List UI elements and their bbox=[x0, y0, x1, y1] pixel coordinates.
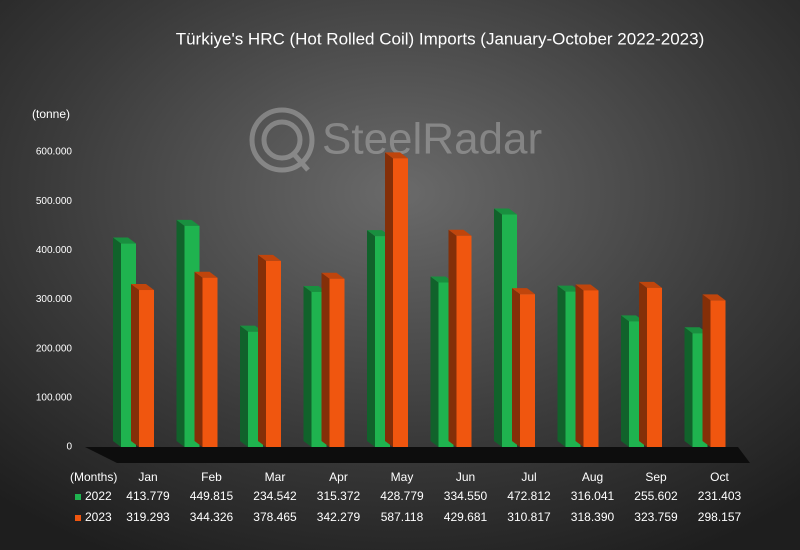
table-value: 428.779 bbox=[380, 489, 424, 503]
x-axis-label: (Months) bbox=[70, 470, 117, 484]
y-tick-label: 100.000 bbox=[36, 392, 73, 403]
bar-top bbox=[321, 272, 345, 279]
table-value: 315.372 bbox=[317, 489, 361, 503]
table-value: 255.602 bbox=[634, 489, 678, 503]
bar-top bbox=[639, 281, 662, 288]
y-tick-label: 500.000 bbox=[36, 196, 73, 207]
y-tick-label: 0 bbox=[66, 442, 72, 453]
floor bbox=[85, 447, 750, 463]
bar-side bbox=[367, 230, 375, 447]
x-tick-label: Mar bbox=[265, 470, 286, 484]
y-tick-label: 400.000 bbox=[36, 245, 73, 256]
bar-top bbox=[621, 315, 644, 322]
bar-top bbox=[430, 276, 454, 283]
bar bbox=[583, 290, 599, 447]
x-tick-label: Sep bbox=[645, 470, 667, 484]
bar-side bbox=[575, 284, 584, 447]
x-tick-label: Jan bbox=[138, 470, 157, 484]
bar-top bbox=[176, 219, 200, 226]
table-value: 449.815 bbox=[190, 489, 234, 503]
bar bbox=[520, 294, 535, 447]
bar-side bbox=[194, 271, 203, 447]
bar bbox=[647, 287, 662, 447]
bar-top bbox=[303, 285, 327, 292]
bar bbox=[139, 290, 154, 447]
table-value: 334.550 bbox=[444, 489, 488, 503]
table-value: 344.326 bbox=[190, 510, 234, 524]
bar bbox=[329, 278, 345, 447]
table-value: 298.157 bbox=[698, 510, 742, 524]
legend-swatch bbox=[75, 494, 81, 500]
bar-top bbox=[557, 285, 581, 292]
bar-side bbox=[702, 294, 711, 447]
y-tick-label: 300.000 bbox=[36, 294, 73, 305]
bar-top bbox=[575, 284, 599, 291]
bar bbox=[266, 260, 281, 447]
bar-side bbox=[113, 237, 121, 447]
table-value: 319.293 bbox=[126, 510, 170, 524]
x-tick-label: Oct bbox=[710, 470, 729, 484]
bar-side bbox=[621, 315, 629, 447]
bar-side bbox=[385, 152, 393, 447]
x-tick-label: Jul bbox=[521, 470, 536, 484]
bar-side bbox=[176, 219, 185, 447]
x-tick-label: Jun bbox=[456, 470, 475, 484]
bar-side bbox=[448, 229, 457, 447]
bar-side bbox=[430, 276, 439, 447]
bar-side bbox=[684, 327, 693, 447]
bar-top bbox=[684, 327, 708, 334]
table-value: 318.390 bbox=[571, 510, 615, 524]
bar-top bbox=[448, 229, 472, 236]
table-value: 413.779 bbox=[126, 489, 170, 503]
bar-top bbox=[512, 288, 535, 295]
bar-side bbox=[512, 288, 520, 447]
legend-swatch bbox=[75, 515, 81, 521]
table-value: 472.812 bbox=[507, 489, 551, 503]
bar bbox=[393, 158, 408, 447]
table-value: 323.759 bbox=[634, 510, 678, 524]
bar-side bbox=[557, 285, 566, 447]
watermark: SteelRadar bbox=[322, 115, 542, 164]
y-axis-label: (tonne) bbox=[32, 107, 70, 121]
bar-side bbox=[639, 281, 647, 447]
y-tick-label: 200.000 bbox=[36, 343, 73, 354]
bar-top bbox=[113, 237, 136, 244]
bar-top bbox=[702, 294, 726, 301]
x-tick-label: Apr bbox=[329, 470, 348, 484]
legend-label: 2022 bbox=[85, 489, 112, 503]
bar-side bbox=[494, 208, 502, 447]
y-tick-label: 600.000 bbox=[36, 147, 73, 158]
table-value: 231.403 bbox=[698, 489, 742, 503]
watermark-logo bbox=[249, 107, 315, 173]
bar bbox=[202, 277, 218, 447]
bar-side bbox=[258, 254, 266, 447]
x-tick-label: May bbox=[391, 470, 414, 484]
bar-top bbox=[194, 271, 218, 278]
bar-top bbox=[240, 325, 263, 332]
bar-side bbox=[303, 285, 312, 447]
table-value: 587.118 bbox=[381, 510, 424, 524]
bar-side bbox=[131, 284, 139, 447]
x-tick-label: Feb bbox=[201, 470, 222, 484]
table-value: 310.817 bbox=[507, 510, 551, 524]
x-tick-label: Aug bbox=[582, 470, 603, 484]
bar bbox=[710, 300, 726, 447]
legend-label: 2023 bbox=[85, 510, 112, 524]
bar-top bbox=[131, 284, 154, 291]
table-value: 316.041 bbox=[571, 489, 615, 503]
bar-top bbox=[385, 152, 408, 159]
bar-top bbox=[367, 230, 390, 237]
chart-title: Türkiye's HRC (Hot Rolled Coil) Imports … bbox=[176, 29, 705, 48]
table-value: 342.279 bbox=[317, 510, 361, 524]
bar-top bbox=[258, 254, 281, 261]
bar bbox=[456, 235, 472, 447]
table-value: 378.465 bbox=[253, 510, 297, 524]
bar-side bbox=[321, 272, 330, 447]
table-value: 429.681 bbox=[444, 510, 488, 524]
table-value: 234.542 bbox=[253, 489, 297, 503]
bar-side bbox=[240, 325, 248, 447]
bar-top bbox=[494, 208, 517, 215]
